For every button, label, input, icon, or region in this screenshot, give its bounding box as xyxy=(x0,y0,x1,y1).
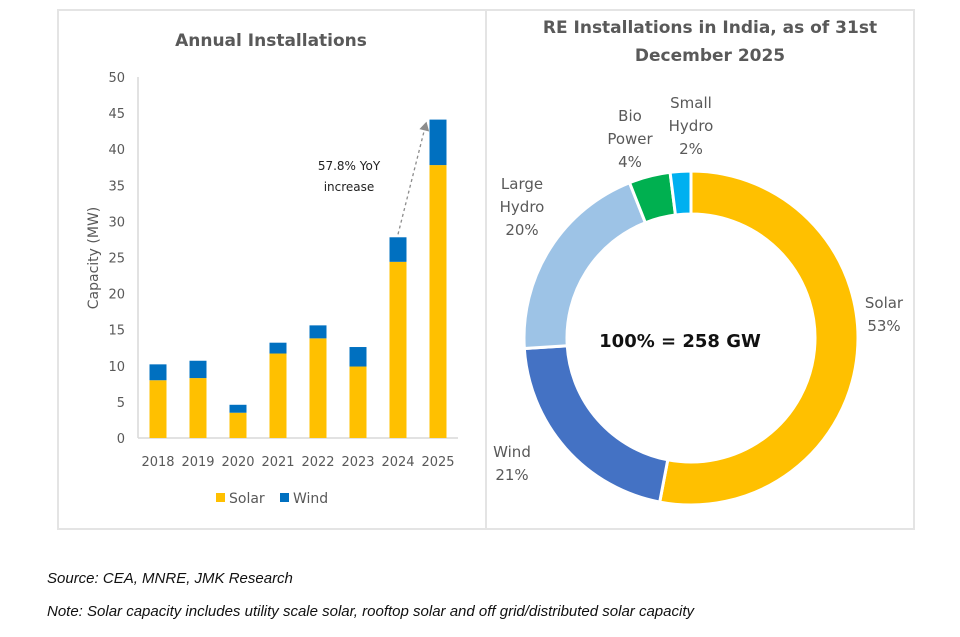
bar-solar-2019 xyxy=(189,378,207,438)
y-tick-label: 20 xyxy=(108,288,125,303)
x-tick-label: 2025 xyxy=(421,455,454,470)
x-tick-label: 2023 xyxy=(341,455,374,470)
legend-swatch xyxy=(280,493,289,502)
y-tick-label: 50 xyxy=(108,71,125,86)
x-tick-label: 2019 xyxy=(181,455,214,470)
bar-wind-2025 xyxy=(429,119,447,166)
yoy-annotation-line-2: increase xyxy=(324,180,375,194)
bar-wind-2023 xyxy=(349,347,367,367)
legend-label: Solar xyxy=(229,491,265,507)
source-note: Source: CEA, MNRE, JMK Research xyxy=(47,570,293,587)
yoy-annotation-line-1: 57.8% YoY xyxy=(318,159,381,173)
x-tick-label: 2020 xyxy=(221,455,254,470)
bar-solar-2020 xyxy=(229,412,247,438)
y-tick-label: 40 xyxy=(108,143,125,158)
yoy-arrow-head xyxy=(419,121,430,132)
y-tick-label: 10 xyxy=(108,360,125,375)
y-tick-label: 0 xyxy=(117,432,125,447)
bar-solar-2018 xyxy=(149,380,167,438)
annual-installations-chart: Annual Installations Capacity (MW) 0 5 10 1… xyxy=(86,31,458,507)
y-tick-label: 35 xyxy=(108,179,125,194)
bar-solar-2023 xyxy=(349,366,367,438)
y-axis-label: Capacity (MW) xyxy=(86,207,102,309)
bar-wind-2020 xyxy=(229,404,247,413)
bar-solar-2024 xyxy=(389,261,407,438)
bar-solar-2022 xyxy=(309,338,327,438)
y-tick-label: 5 xyxy=(117,396,125,411)
legend-swatch xyxy=(216,493,225,502)
x-tick-label: 2024 xyxy=(381,455,414,470)
legend-label: Wind xyxy=(293,491,328,507)
bar-solar-2025 xyxy=(429,165,447,439)
yoy-arrow-line xyxy=(397,130,425,235)
y-tick-label: 45 xyxy=(108,107,125,122)
bar-wind-2021 xyxy=(269,342,287,354)
x-tick-label: 2018 xyxy=(141,455,174,470)
bar-wind-2022 xyxy=(309,325,327,339)
y-tick-label: 30 xyxy=(108,215,125,230)
x-tick-label: 2021 xyxy=(261,455,294,470)
solar-capacity-note: Note: Solar capacity includes utility sc… xyxy=(47,603,694,620)
bar-solar-2021 xyxy=(269,353,287,438)
panel-divider xyxy=(485,9,487,530)
legend-item-wind: Wind xyxy=(280,491,328,507)
bar-chart-title: Annual Installations xyxy=(175,31,367,51)
y-tick-label: 15 xyxy=(108,324,125,339)
bar-wind-2019 xyxy=(189,360,207,379)
bar-wind-2024 xyxy=(389,237,407,262)
x-tick-label: 2022 xyxy=(301,455,334,470)
y-tick-label: 25 xyxy=(108,252,125,267)
bar-wind-2018 xyxy=(149,364,167,381)
legend-item-solar: Solar xyxy=(216,491,265,507)
